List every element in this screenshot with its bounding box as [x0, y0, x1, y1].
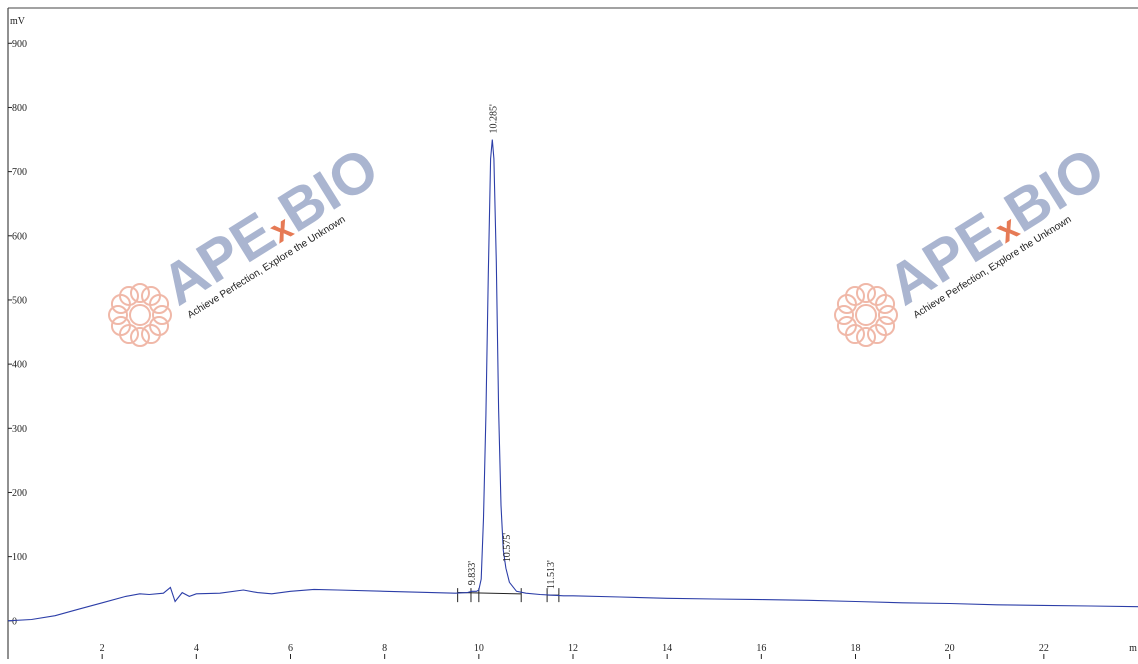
chromatogram-trace	[7, 139, 1138, 622]
flower-petal	[856, 327, 876, 347]
flower-petal	[108, 305, 128, 325]
x-axis-label: m	[1129, 643, 1137, 654]
peak-labels: 10.285' 10.575' 11.513' 9.833'	[467, 104, 557, 589]
flower-petal	[152, 305, 172, 325]
x-tick-label: 12	[568, 643, 578, 654]
x-tick-label: 6	[288, 643, 293, 654]
x-tick-label: 20	[945, 643, 955, 654]
flower-center	[129, 304, 151, 326]
x-tick-label: 10	[474, 643, 484, 654]
peak-label: 11.513'	[546, 560, 557, 589]
peak-label: 10.285'	[488, 104, 499, 134]
x-tick-label: 4	[194, 643, 199, 654]
peak-label: 9.833'	[467, 561, 478, 586]
flower-petal	[149, 294, 170, 314]
flower-petal	[130, 327, 150, 347]
y-tick-label: 700	[12, 167, 27, 178]
flower-petal	[130, 283, 150, 303]
trace-layer	[7, 139, 1138, 622]
watermark-brand: APExBIO	[150, 135, 389, 318]
x-tick-label: 14	[662, 643, 672, 654]
y-tick-label: 300	[12, 424, 27, 435]
flower-petal	[110, 316, 131, 336]
y-tick-label: 200	[12, 488, 27, 499]
x-tick-label: 8	[382, 643, 387, 654]
y-axis-label: mV	[10, 16, 26, 27]
watermark-flower-icon	[834, 283, 898, 347]
watermark-flower-icon	[108, 283, 172, 347]
peak-label: 10.575'	[502, 533, 513, 563]
y-tick-label: 0	[12, 616, 17, 627]
y-tick-label: 800	[12, 103, 27, 114]
x-tick-label: 2	[100, 643, 105, 654]
flower-petal	[836, 316, 857, 336]
flower-petal	[867, 324, 887, 345]
flower-petal	[834, 305, 854, 325]
flower-petal	[119, 285, 139, 306]
flower-center	[855, 304, 877, 326]
flower-petal	[141, 324, 161, 345]
y-tick-label: 600	[12, 231, 27, 242]
y-tick-label: 400	[12, 360, 27, 371]
x-tick-label: 18	[851, 643, 861, 654]
axes-layer: mV 0 100 200 300 400 500 600 700 800 900 2 4 6 8 10 12 14…	[7, 7, 1138, 659]
flower-petal	[856, 283, 876, 303]
flower-petal	[845, 285, 865, 306]
y-tick-label: 500	[12, 295, 27, 306]
flower-petal	[878, 305, 898, 325]
y-tick-label: 100	[12, 552, 27, 563]
x-tick-label: 22	[1039, 643, 1049, 654]
watermark-brand: APExBIO	[876, 135, 1115, 318]
y-tick-label: 900	[12, 39, 27, 50]
flower-petal	[875, 294, 896, 314]
x-tick-label: 16	[756, 643, 766, 654]
